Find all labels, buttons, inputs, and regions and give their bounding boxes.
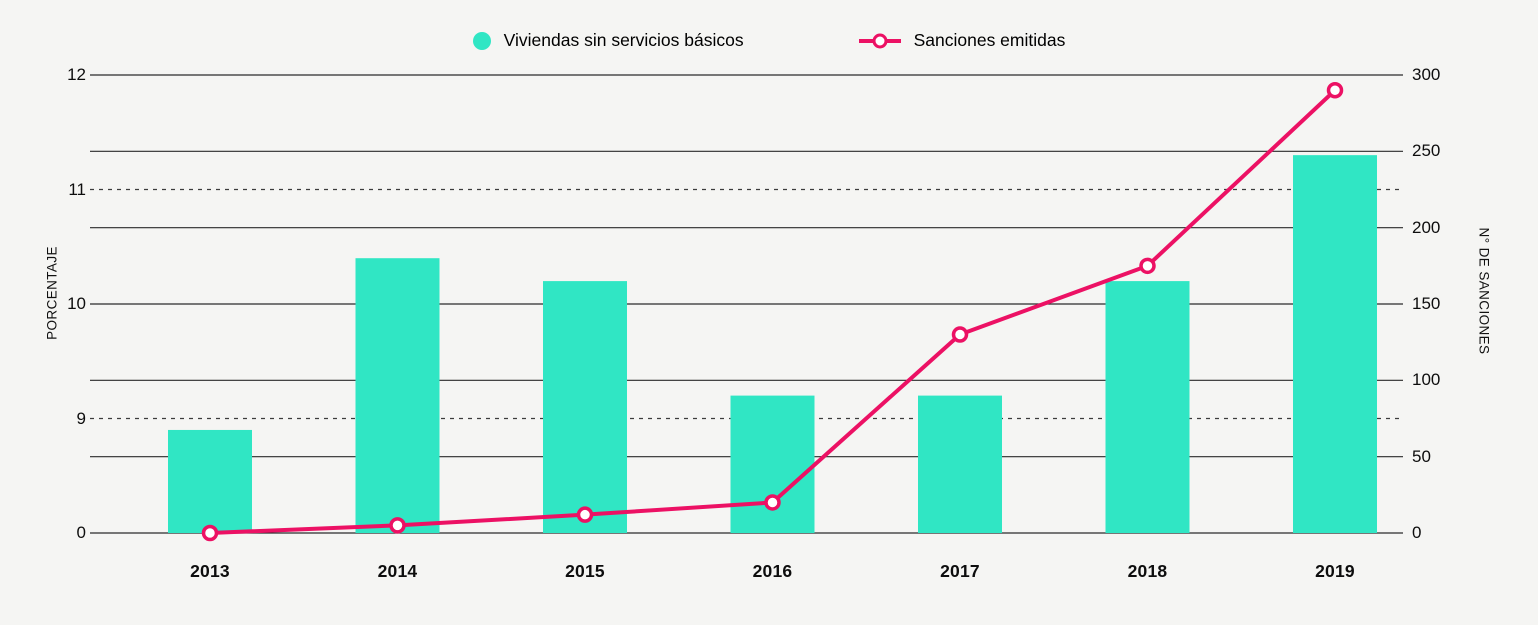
y-right-tick-0: 0 xyxy=(1412,523,1422,542)
y-right-tick-150: 150 xyxy=(1412,294,1441,313)
legend-item-line: Sanciones emitidas xyxy=(858,30,1066,51)
x-label-2014: 2014 xyxy=(377,561,418,581)
x-label-2013: 2013 xyxy=(190,561,230,581)
y-left-tick-11: 11 xyxy=(68,179,86,199)
line-marker-2013 xyxy=(201,524,219,542)
y-left-tick-0: 0 xyxy=(76,523,86,542)
bar-series-swatch-icon xyxy=(472,31,491,50)
y-right-tick-200: 200 xyxy=(1412,217,1441,237)
bar-2014 xyxy=(355,258,440,533)
bar-2013 xyxy=(168,429,252,533)
bar-2016 xyxy=(730,395,815,533)
legend-line-label: Sanciones emitidas xyxy=(913,30,1066,50)
y-right-tick-300: 300 xyxy=(1412,65,1441,84)
line-marker-2016 xyxy=(764,494,781,511)
y-left-tick-9: 9 xyxy=(76,408,86,428)
legend-bars-label: Viviendas sin servicios básicos xyxy=(503,30,744,50)
line-marker-2017 xyxy=(951,326,969,343)
line-series-swatch-icon xyxy=(858,32,901,50)
line-marker-2015 xyxy=(576,506,594,523)
y-left-tick-12: 12 xyxy=(67,65,86,84)
y-right-tick-50: 50 xyxy=(1412,446,1431,466)
y-left-tick-10: 10 xyxy=(67,294,86,313)
bar-2015 xyxy=(543,281,627,533)
y-right-tick-250: 250 xyxy=(1412,141,1441,161)
x-label-2015: 2015 xyxy=(565,561,605,581)
line-marker-2018 xyxy=(1139,257,1156,275)
bar-2018 xyxy=(1105,281,1190,533)
legend: Viviendas sin servicios básicos Sancione… xyxy=(0,30,1538,51)
bar-2019 xyxy=(1293,155,1377,533)
x-label-2017: 2017 xyxy=(940,561,980,581)
x-label-2018: 2018 xyxy=(1127,561,1168,581)
y-right-tick-100: 100 xyxy=(1412,370,1441,390)
x-label-2019: 2019 xyxy=(1315,561,1355,581)
bar-2017 xyxy=(918,395,1002,533)
legend-item-bars: Viviendas sin servicios básicos xyxy=(472,30,744,51)
line-marker-2019 xyxy=(1326,82,1344,99)
line-marker-2014 xyxy=(389,517,406,534)
x-label-2016: 2016 xyxy=(752,561,793,581)
